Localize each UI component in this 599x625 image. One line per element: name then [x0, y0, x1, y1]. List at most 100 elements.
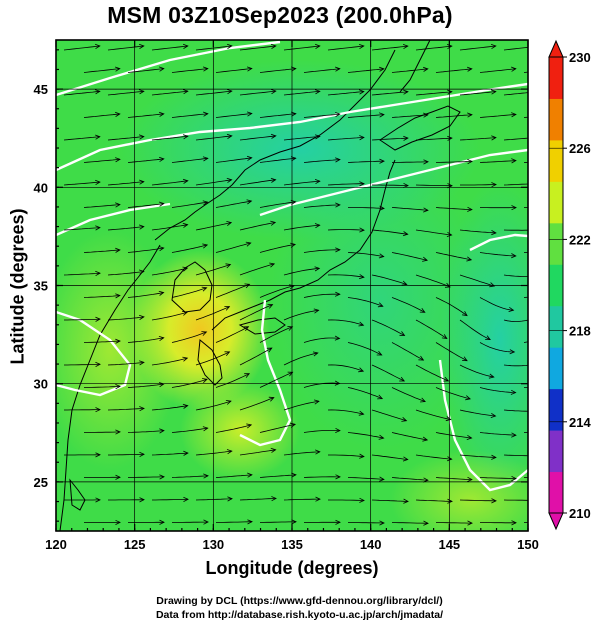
streamline-173: [435, 387, 471, 400]
streamline-arrowhead: [490, 44, 497, 50]
streamline-100: [127, 247, 164, 253]
streamline-58: [215, 157, 252, 163]
streamline-55: [83, 158, 120, 163]
streamline-arrowhead: [358, 410, 365, 416]
streamline-196: [479, 432, 516, 436]
sakhalin: [399, 40, 431, 93]
streamline-37: [259, 113, 296, 118]
streamline-arrowhead: [314, 266, 321, 272]
colorbar-top-arrow: [548, 39, 564, 58]
streamline-151: [435, 342, 468, 362]
streamline-203: [283, 451, 320, 456]
streamline-arrowhead: [423, 477, 429, 483]
streamline-45: [107, 136, 144, 141]
streamline-19: [435, 68, 472, 73]
colorbar-segment-8: [549, 139, 563, 182]
streamline-161: [371, 364, 405, 382]
streamline-arrowhead: [268, 396, 275, 402]
streamline-arrowhead: [159, 519, 165, 525]
x-tick-label-130: 130: [202, 537, 224, 552]
x-axis-label: Longitude (degrees): [205, 558, 379, 578]
streamline-225: [283, 498, 320, 501]
streamline-218: [479, 477, 517, 479]
streamline-arrowhead: [359, 181, 365, 187]
y-tick-label-40: 40: [34, 180, 48, 195]
streamline-arrowhead: [358, 367, 365, 373]
streamline-arrowhead: [270, 89, 277, 95]
streamline-194: [391, 432, 428, 441]
streamline-165: [83, 386, 121, 388]
colorbar-bottom-arrow: [548, 512, 564, 531]
streamline-arrowhead: [335, 474, 341, 480]
streamline-arrowhead: [359, 453, 365, 459]
streamline-arrowhead: [313, 308, 320, 314]
streamline-arrowhead: [270, 447, 277, 453]
streamline-arrowhead: [418, 355, 425, 361]
streamline-31: [459, 91, 496, 96]
streamline-arrowhead: [401, 417, 408, 422]
streamline-arrowhead: [485, 335, 491, 341]
streamline-arrowhead: [535, 90, 540, 94]
streamline-arrowhead: [379, 520, 385, 526]
streamline-184: [415, 409, 451, 420]
streamline-arrowhead: [314, 43, 321, 50]
streamline-arrowhead: [535, 181, 540, 185]
streamline-72: [327, 183, 364, 186]
streamline-arrowhead: [466, 66, 473, 72]
streamline-8: [415, 45, 452, 51]
streamline-134: [151, 311, 188, 321]
streamline-33: [83, 113, 120, 118]
streamline-arrowhead: [535, 274, 540, 278]
streamline-arrowhead: [115, 338, 121, 344]
streamline-arrowhead: [315, 496, 321, 502]
streamline-139: [371, 319, 405, 336]
streamline-arrowhead: [158, 66, 165, 72]
streamline-227: [371, 499, 409, 502]
streamline-145: [171, 331, 207, 343]
streamline-arrowhead: [314, 223, 321, 229]
streamline-arrowhead: [203, 473, 209, 479]
y-tick-label-30: 30: [34, 377, 48, 392]
streamline-49: [283, 136, 320, 141]
streamline-61: [347, 160, 385, 163]
streamline-arrowhead: [139, 451, 145, 457]
streamline-arrowhead: [511, 253, 517, 259]
streamline-arrowhead: [335, 157, 341, 163]
streamline-41: [435, 114, 472, 118]
streamline-arrowhead: [246, 199, 253, 205]
streamline-arrowhead: [403, 182, 409, 188]
streamline-120: [503, 274, 528, 277]
streamline-32: [503, 92, 528, 96]
streamline-213: [259, 474, 296, 478]
streamline-arrowhead: [462, 311, 468, 317]
streamline-arrowhead: [246, 423, 253, 429]
colorbar-segment-9: [549, 98, 563, 141]
streamline-arrowhead: [446, 231, 453, 237]
streamline-186: [503, 409, 528, 412]
streamline-210: [128, 476, 165, 478]
streamline-arrowhead: [536, 228, 541, 232]
streamline-235: [259, 521, 297, 523]
streamline-arrowhead: [314, 179, 321, 185]
streamline-215: [347, 477, 384, 480]
streamline-arrowhead: [511, 158, 517, 164]
streamline-arrowhead: [335, 202, 341, 208]
streamline-arrowhead: [491, 498, 497, 504]
colorbar-segment-7: [549, 181, 563, 224]
streamline-arrowhead: [491, 230, 497, 236]
contour-lines: [56, 40, 528, 492]
streamline-arrowhead: [95, 361, 101, 367]
streamline-128: [391, 297, 425, 313]
streamline-3: [195, 45, 232, 51]
streamline-140: [415, 319, 448, 339]
streamline-arrowhead: [291, 519, 297, 525]
streamline-arrowhead: [491, 135, 497, 141]
streamline-171: [347, 387, 383, 399]
streamline-89: [107, 226, 144, 231]
streamline-arrowhead: [314, 89, 321, 95]
streamline-190: [215, 424, 252, 433]
streamline-46: [151, 135, 188, 141]
credit-drawing: Drawing by DCL (https://www.gfd-dennou.o…: [156, 595, 443, 607]
streamline-34: [127, 113, 164, 118]
